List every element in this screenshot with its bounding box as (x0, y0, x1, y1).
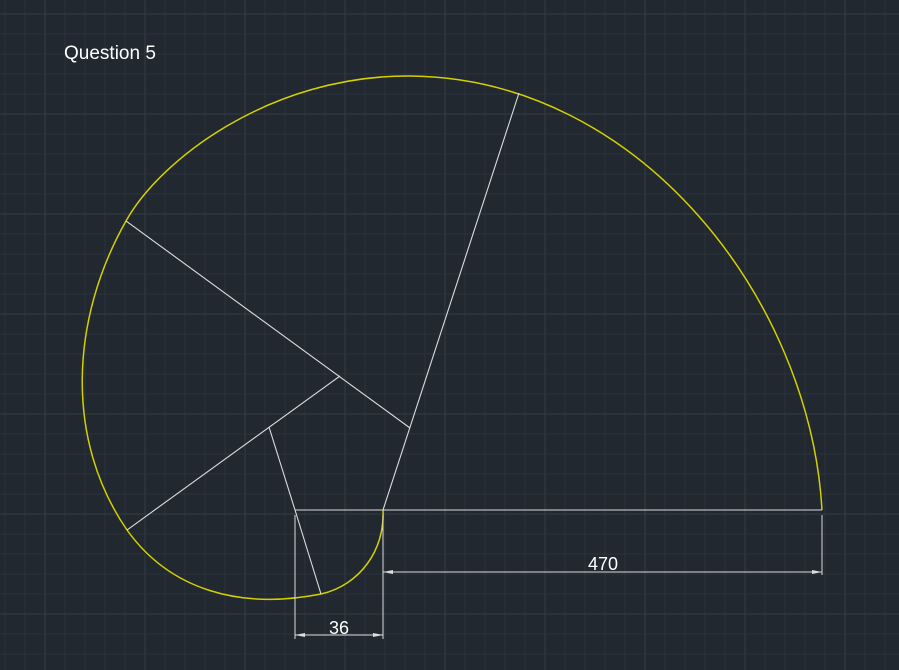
dimension-label-small: 36 (329, 618, 349, 638)
drawing-title: Question 5 (64, 43, 156, 64)
dimension-36: 36 (294, 515, 384, 639)
radial-line-bottom (294, 509, 322, 595)
arrow-left (295, 633, 305, 637)
spiral-arc-left (81, 220, 128, 531)
spiral-arc-inner (320, 509, 384, 595)
radial-line-right (382, 92, 520, 511)
dimension-label-large: 470 (588, 554, 618, 574)
pentagon-edge-left (268, 426, 296, 511)
arrow-right (373, 633, 383, 637)
construction-lines (125, 92, 822, 595)
arrow-right (812, 570, 822, 574)
spiral-arc-outer (125, 75, 823, 511)
radial-line-upper-left (125, 220, 411, 429)
radial-line-lower-left (126, 375, 341, 531)
spiral-arc-bottom (126, 529, 322, 600)
arrow-left (383, 570, 393, 574)
dimension-470: 470 (382, 515, 823, 575)
